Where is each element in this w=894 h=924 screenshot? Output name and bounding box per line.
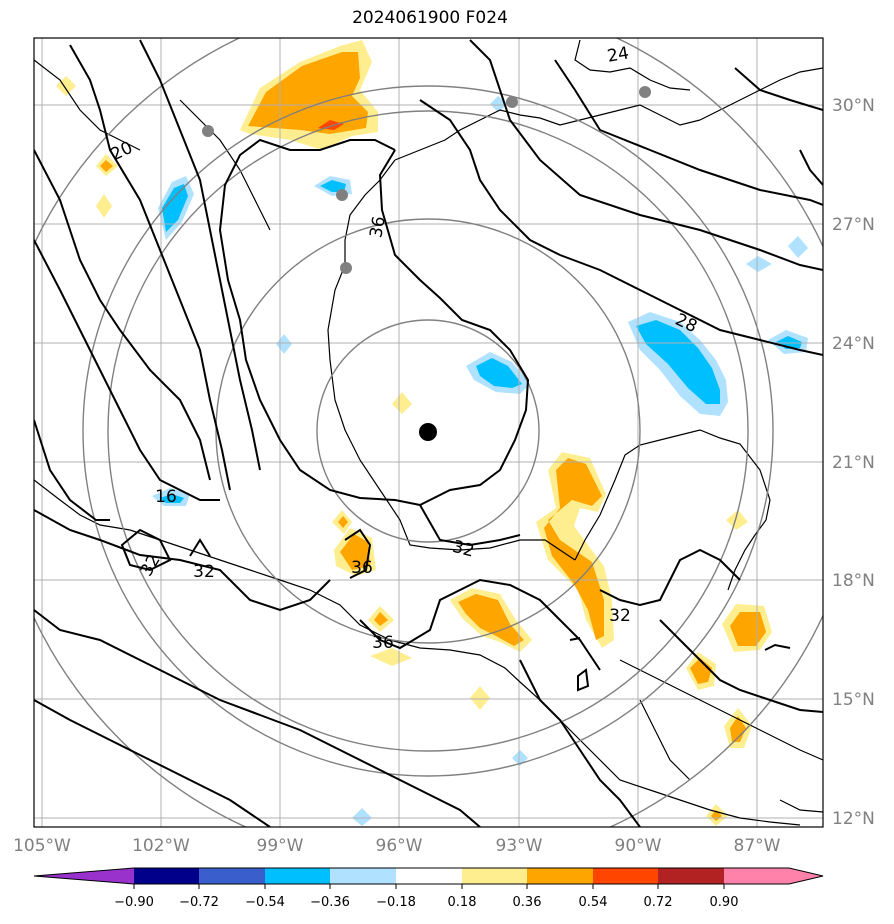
colorbar-tick-label: −0.54	[245, 895, 285, 910]
colorbar-tick-label: 0.54	[579, 895, 608, 910]
colorbar-segment	[199, 868, 265, 884]
contour-label: 16	[155, 487, 177, 507]
contour-label: 32	[609, 606, 631, 626]
lat-label: 30°N	[832, 96, 875, 116]
lat-label: 21°N	[832, 453, 875, 473]
colorbar-segment	[593, 868, 658, 884]
colorbar-tick-label: −0.18	[376, 895, 416, 910]
colorbar-segment	[265, 868, 330, 884]
lon-label: 105°W	[13, 836, 71, 856]
contour-lines	[34, 39, 823, 827]
colorbar-tick-label: −0.72	[179, 895, 219, 910]
colorbar-tick-label: 0.90	[710, 895, 739, 910]
lat-label: 27°N	[832, 215, 875, 235]
colorbar-segment	[724, 868, 789, 884]
storm-center-marker	[419, 423, 437, 441]
colorbar: −0.90 −0.72 −0.54 −0.36 −0.18 0.18 0.36 …	[33, 867, 824, 910]
colorbar-tick-label: −0.90	[114, 895, 154, 910]
latitude-labels: 30°N 27°N 24°N 21°N 18°N 15°N 12°N	[832, 96, 875, 829]
grid-lines	[34, 38, 823, 827]
colorbar-tick-label: 0.18	[448, 895, 477, 910]
lon-label: 90°W	[615, 836, 662, 856]
colorbar-segment	[396, 868, 462, 884]
lon-label: 99°W	[257, 836, 304, 856]
lon-label: 102°W	[132, 836, 190, 856]
station-markers	[202, 86, 651, 274]
colorbar-segment	[134, 868, 199, 884]
lat-label: 24°N	[832, 334, 875, 354]
colorbar-tick-label: 0.72	[644, 895, 673, 910]
contour-label: 24	[606, 43, 631, 66]
map-area: 20 24 28 16 32 32 32 36 36 36 32	[34, 38, 823, 827]
lat-label: 18°N	[832, 571, 875, 591]
colorbar-tick-label: −0.36	[310, 895, 350, 910]
lon-label: 87°W	[734, 836, 781, 856]
colorbar-segment	[527, 868, 593, 884]
contour-label: 36	[372, 633, 394, 653]
lat-label: 12°N	[832, 809, 875, 829]
contour-label: 32	[193, 562, 215, 582]
map-frame	[33, 37, 824, 828]
colorbar-segment	[330, 868, 396, 884]
lon-label: 96°W	[376, 836, 423, 856]
figure-title: 2024061900 F024	[352, 8, 508, 28]
lat-label: 15°N	[832, 690, 875, 710]
contour-label: 36	[366, 215, 389, 240]
contour-label: 36	[351, 558, 373, 578]
colorbar-tick-label: 0.36	[513, 895, 542, 910]
longitude-labels: 105°W 102°W 99°W 96°W 93°W 90°W 87°W	[13, 836, 781, 856]
colorbar-segment	[658, 868, 724, 884]
colorbar-arrow-left	[34, 868, 134, 884]
coastlines	[34, 39, 823, 826]
colorbar-arrow-right	[789, 868, 823, 884]
range-rings	[34, 38, 823, 827]
lon-label: 93°W	[496, 836, 543, 856]
colorbar-segment	[462, 868, 527, 884]
